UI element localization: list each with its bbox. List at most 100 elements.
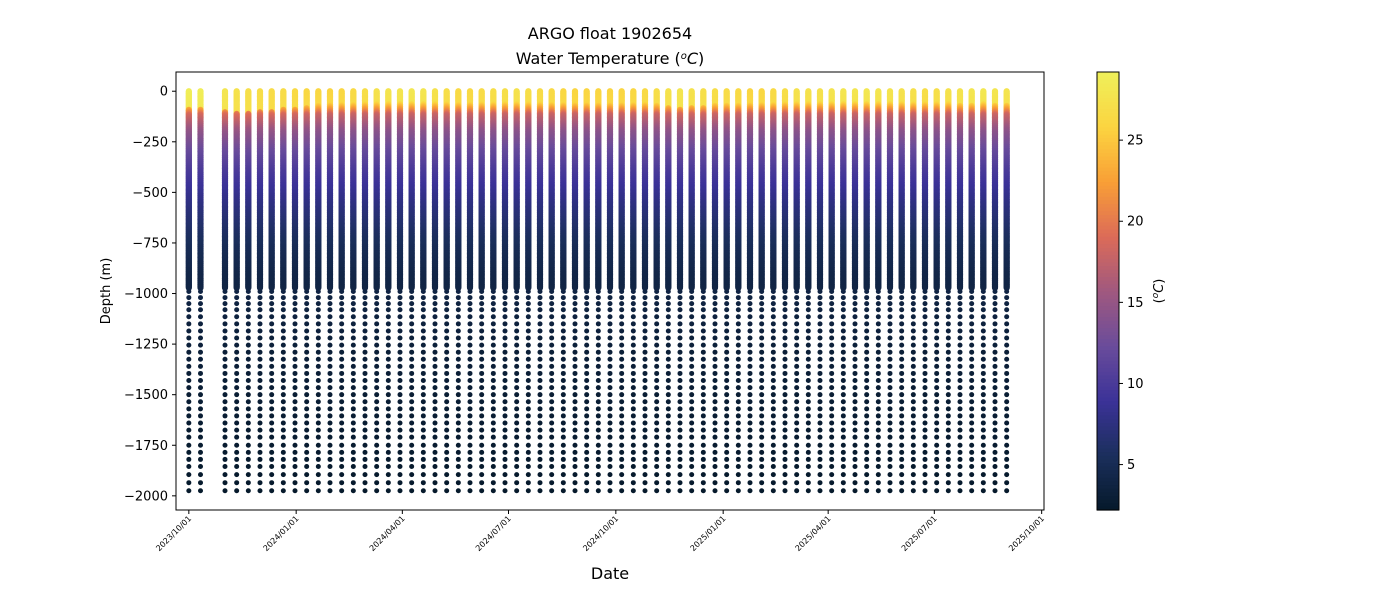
- profile-point: [234, 371, 239, 376]
- profile-point: [234, 428, 239, 433]
- profile-point: [198, 399, 203, 404]
- profile-point: [234, 364, 239, 369]
- profile-point: [186, 413, 191, 418]
- profile-point: [234, 328, 239, 333]
- profile-point: [223, 295, 228, 300]
- profile-point: [186, 307, 191, 312]
- profile-point: [223, 450, 228, 455]
- profile-point: [234, 406, 239, 411]
- profile-point: [234, 321, 239, 326]
- profile-point: [223, 307, 228, 312]
- profile-point: [223, 472, 228, 477]
- profile-point: [234, 488, 239, 493]
- profile-point: [223, 314, 228, 319]
- profile-point: [198, 343, 203, 348]
- profile-point: [223, 480, 228, 485]
- profile-point: [198, 457, 203, 462]
- profile-point: [186, 480, 191, 485]
- profile-point: [186, 392, 191, 397]
- profile-point: [223, 399, 228, 404]
- profile-point: [186, 295, 191, 300]
- profile-point: [198, 472, 203, 477]
- profile-point: [223, 378, 228, 383]
- profile-point: [198, 328, 203, 333]
- profile-point: [186, 336, 191, 341]
- profile-point: [223, 301, 228, 306]
- profile-point: [223, 289, 228, 294]
- profile-point: [198, 357, 203, 362]
- profile-point: [198, 413, 203, 418]
- profile-point: [234, 357, 239, 362]
- profile-point: [223, 328, 228, 333]
- profile-point: [223, 336, 228, 341]
- profile-point: [186, 464, 191, 469]
- profile-point: [234, 435, 239, 440]
- profile-point: [234, 314, 239, 319]
- profile-point: [186, 406, 191, 411]
- profile-point: [186, 301, 191, 306]
- profile-point: [198, 301, 203, 306]
- profile-point: [186, 350, 191, 355]
- profile-point: [198, 378, 203, 383]
- profile-point: [234, 443, 239, 448]
- profile-point: [223, 364, 228, 369]
- profile-point: [234, 301, 239, 306]
- profile-point: [198, 450, 203, 455]
- profile-point: [186, 378, 191, 383]
- profile-point: [186, 343, 191, 348]
- profile-point: [223, 343, 228, 348]
- profile-point: [234, 480, 239, 485]
- profile-point: [234, 392, 239, 397]
- profile-point: [198, 321, 203, 326]
- profile-point: [186, 314, 191, 319]
- profile-point: [198, 314, 203, 319]
- profile-point: [234, 307, 239, 312]
- profile-point: [234, 343, 239, 348]
- profile-point: [223, 443, 228, 448]
- profile-point: [186, 364, 191, 369]
- profile-point: [186, 435, 191, 440]
- profile-point: [223, 406, 228, 411]
- profile-point: [234, 450, 239, 455]
- profile-point: [186, 289, 191, 294]
- profile-point: [186, 443, 191, 448]
- profile-point: [223, 488, 228, 493]
- profile-point: [234, 399, 239, 404]
- profile-point: [198, 307, 203, 312]
- profile-point: [198, 480, 203, 485]
- profile-point: [223, 357, 228, 362]
- profile-point: [223, 464, 228, 469]
- profile-point: [186, 428, 191, 433]
- profile-point: [198, 371, 203, 376]
- profile-point: [234, 350, 239, 355]
- profile-point: [234, 289, 239, 294]
- profile-point: [198, 435, 203, 440]
- profile-point: [234, 421, 239, 426]
- profile-point: [223, 392, 228, 397]
- profile-point: [186, 421, 191, 426]
- profile-point: [186, 371, 191, 376]
- profile-point: [198, 295, 203, 300]
- profile-point: [198, 289, 203, 294]
- profile-point: [223, 385, 228, 390]
- profile-point: [198, 406, 203, 411]
- chart-subtitle: Water Temperature (oC): [516, 49, 705, 68]
- profile-point: [186, 321, 191, 326]
- profile-point: [234, 336, 239, 341]
- profile-point: [223, 321, 228, 326]
- profile-point: [198, 421, 203, 426]
- profile-point: [198, 350, 203, 355]
- profile-point: [234, 385, 239, 390]
- profile-point: [198, 392, 203, 397]
- profile-point: [186, 385, 191, 390]
- profile-point: [223, 350, 228, 355]
- profile-point: [223, 428, 228, 433]
- profile-point: [186, 457, 191, 462]
- profile-point: [234, 378, 239, 383]
- chart-title: ARGO float 1902654: [528, 24, 692, 43]
- profile-point: [223, 413, 228, 418]
- profile-point: [223, 457, 228, 462]
- profile-point: [186, 472, 191, 477]
